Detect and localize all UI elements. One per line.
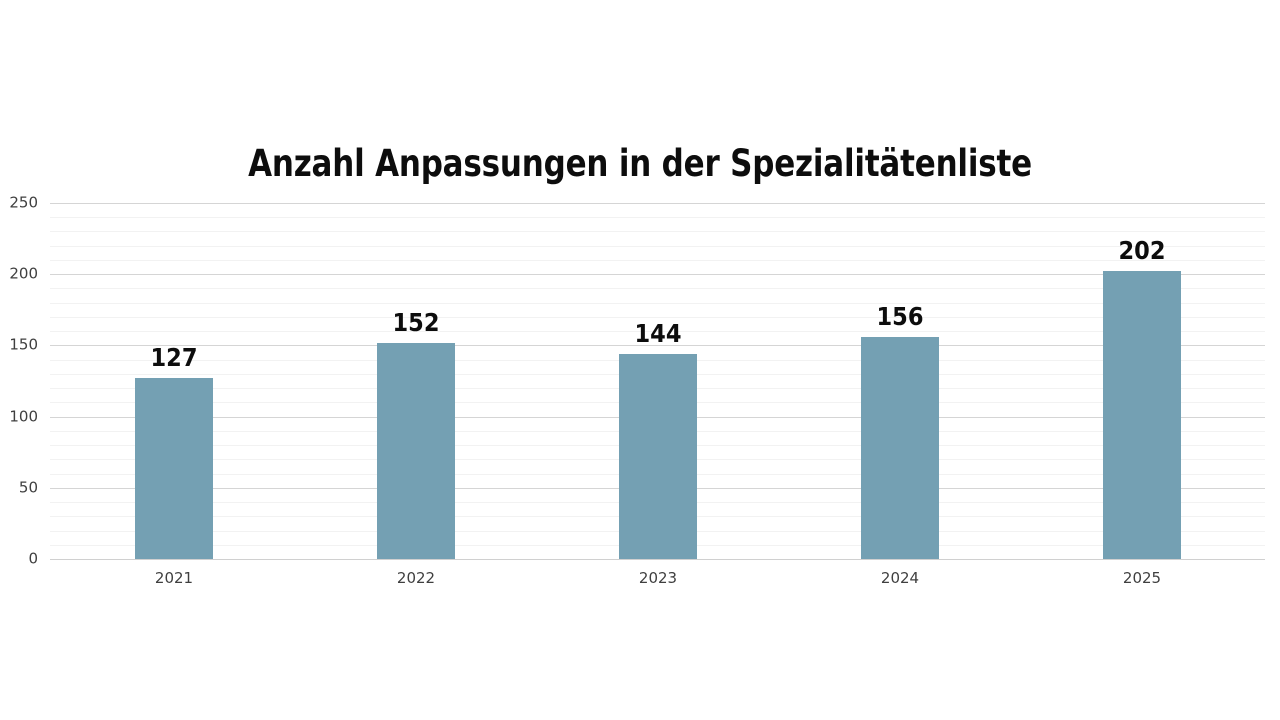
gridline-major <box>50 345 1265 346</box>
bar-value-label-2025: 202 <box>1118 236 1166 265</box>
y-tick-label-100: 100 <box>9 407 38 426</box>
x-tick-label-2023: 2023 <box>638 569 678 587</box>
plot-area <box>50 203 1265 560</box>
gridline-major <box>50 274 1265 275</box>
bar-2022[interactable] <box>377 343 455 559</box>
y-tick-label-0: 0 <box>28 549 38 568</box>
gridline-major <box>50 203 1265 204</box>
x-axis-line <box>50 559 1265 560</box>
bar-value-label-2023: 144 <box>634 319 682 348</box>
bar-value-label-2021: 127 <box>150 343 198 372</box>
y-tick-label-50: 50 <box>18 478 38 497</box>
chart-title: Anzahl Anpassungen in der Spezialitätenl… <box>248 142 1032 185</box>
x-tick-label-2021: 2021 <box>154 569 194 587</box>
gridline-minor <box>50 246 1265 247</box>
gridline-minor <box>50 303 1265 304</box>
bar-2021[interactable] <box>135 378 213 559</box>
bar-2024[interactable] <box>861 337 939 559</box>
gridline-minor <box>50 231 1265 232</box>
x-tick-label-2025: 2025 <box>1122 569 1162 587</box>
x-tick-label-2024: 2024 <box>880 569 920 587</box>
bar-2025[interactable] <box>1103 271 1181 559</box>
bar-value-label-2022: 152 <box>392 308 440 337</box>
x-tick-label-2022: 2022 <box>396 569 436 587</box>
gridline-minor <box>50 260 1265 261</box>
gridline-minor <box>50 288 1265 289</box>
gridline-minor <box>50 331 1265 332</box>
y-tick-label-150: 150 <box>9 335 38 354</box>
gridline-minor <box>50 317 1265 318</box>
bar-2023[interactable] <box>619 354 697 559</box>
bar-value-label-2024: 156 <box>876 302 924 331</box>
y-tick-label-200: 200 <box>9 264 38 283</box>
gridline-minor <box>50 217 1265 218</box>
y-tick-label-250: 250 <box>9 193 38 212</box>
